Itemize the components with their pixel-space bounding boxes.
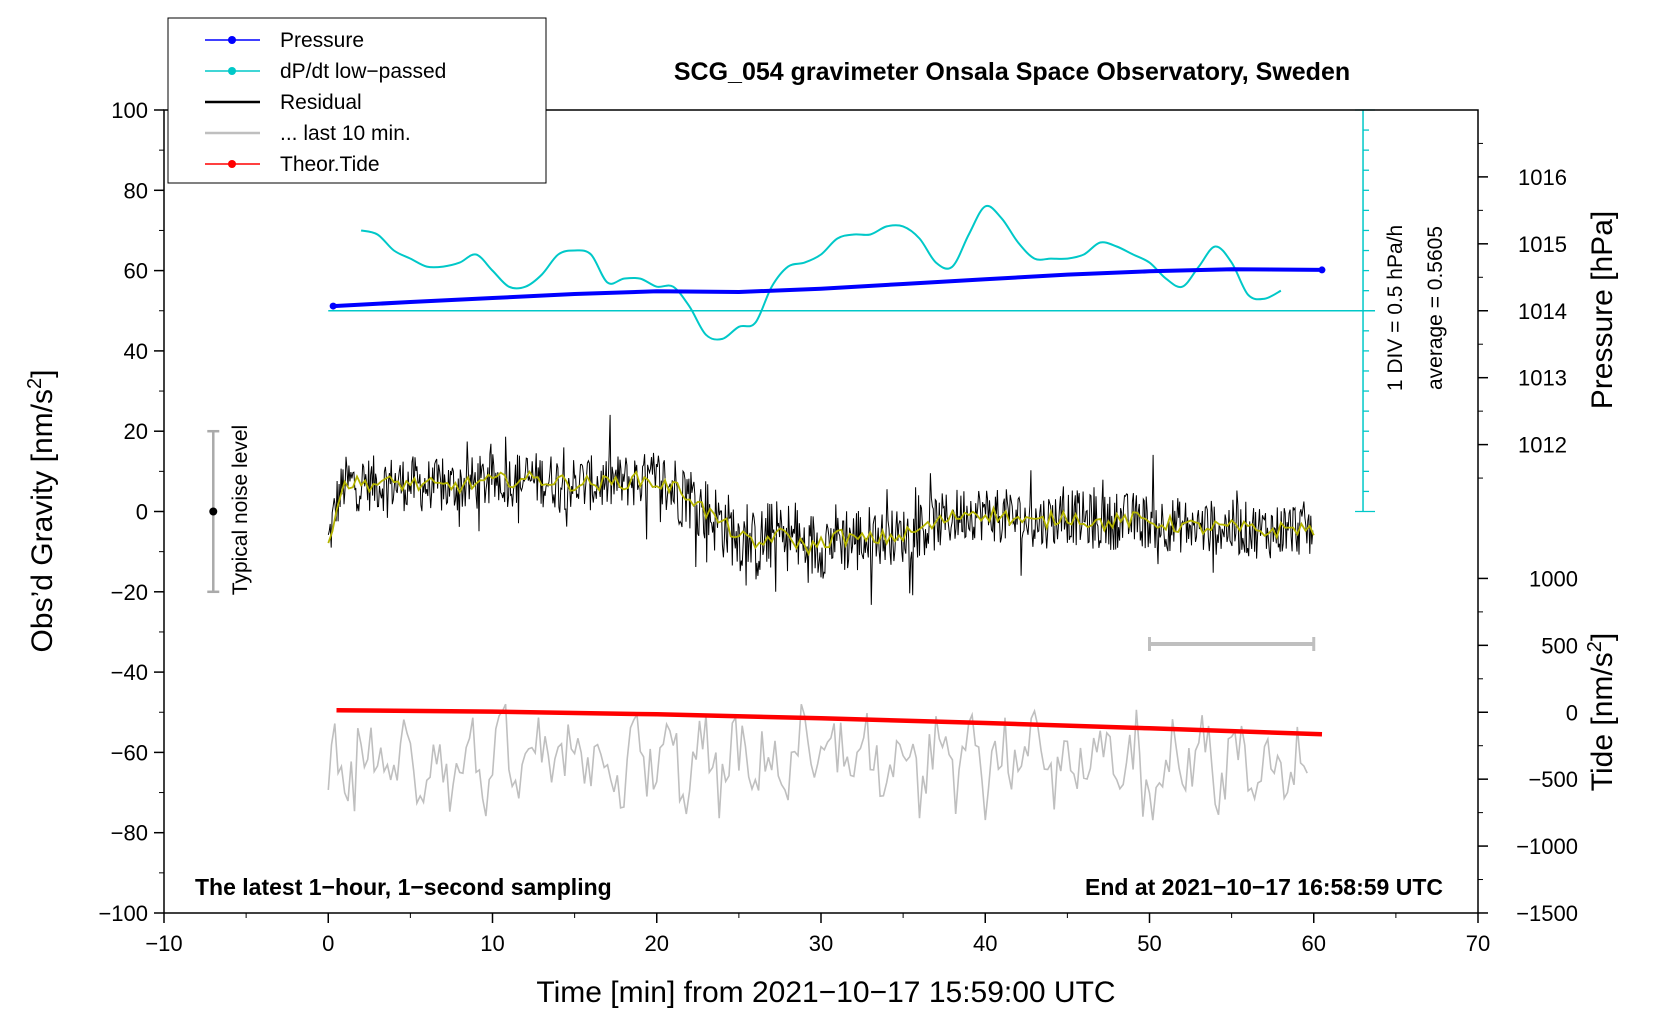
legend-marker bbox=[228, 160, 236, 168]
legend-box bbox=[167, 17, 547, 184]
pressure-tick-label: 1014 bbox=[1518, 299, 1567, 324]
y-tick-label: 100 bbox=[111, 98, 148, 123]
series-pressure bbox=[333, 267, 1323, 309]
y-tick-label: −80 bbox=[111, 821, 148, 846]
x-axis-title: Time [min] from 2021−10−17 15:59:00 UTC bbox=[536, 976, 1115, 1009]
series-residual bbox=[327, 414, 1314, 605]
y-axis-title-tide: Tide [nm/s2] bbox=[1584, 633, 1619, 791]
y-tick-label: 40 bbox=[124, 339, 148, 364]
noise-level-label: Typical noise level bbox=[229, 425, 252, 595]
series-last-10min bbox=[327, 703, 1308, 821]
series-residual-smoothed bbox=[327, 469, 1315, 557]
noise-bar-center bbox=[209, 507, 218, 516]
tide-tick-label: −1500 bbox=[1516, 901, 1578, 926]
x-tick-label: 20 bbox=[645, 931, 669, 956]
legend-label: dP/dt low−passed bbox=[280, 60, 446, 83]
y-tick-label: 0 bbox=[136, 500, 148, 525]
y-tick-label: −20 bbox=[111, 580, 148, 605]
y-tick-label: 20 bbox=[124, 419, 148, 444]
y-tick-label: 80 bbox=[124, 178, 148, 203]
tide-tick-label: 500 bbox=[1541, 633, 1578, 658]
pressure-tick-label: 1012 bbox=[1518, 433, 1567, 458]
x-tick-label: 60 bbox=[1302, 931, 1326, 956]
pressure-tick-label: 1015 bbox=[1518, 232, 1567, 257]
legend: Pressure dP/dt low−passed Residual ... last… bbox=[167, 17, 547, 184]
tide-axis-ticks: −1500 −1000 −500 0 500 1000 bbox=[1478, 566, 1578, 926]
y-axis-ticks: −100 −80 −60 −40 −20 0 20 40 60 80 100 bbox=[98, 98, 164, 926]
series-theor-tide bbox=[336, 707, 1323, 737]
x-tick-label: 10 bbox=[480, 931, 504, 956]
bottom-left-note: The latest 1−hour, 1−second sampling bbox=[195, 874, 612, 900]
x-tick-label: 30 bbox=[809, 931, 833, 956]
legend-marker bbox=[228, 36, 236, 44]
y-tick-label: −60 bbox=[111, 740, 148, 765]
tide-tick-label: −1000 bbox=[1516, 834, 1578, 859]
x-tick-label: 0 bbox=[322, 931, 334, 956]
y-tick-label: −100 bbox=[98, 901, 148, 926]
chart-extras bbox=[207, 109, 1376, 651]
y-axis-title-pressure: Pressure [hPa] bbox=[1586, 211, 1619, 409]
plot-frame bbox=[163, 109, 1479, 914]
x-tick-label: −10 bbox=[145, 931, 182, 956]
pressure-end-point bbox=[1318, 266, 1326, 274]
average-label: average = 0.5605 bbox=[1424, 226, 1447, 390]
x-tick-label: 70 bbox=[1466, 931, 1490, 956]
tide-tick-label: 1000 bbox=[1529, 566, 1578, 591]
pressure-tick-label: 1013 bbox=[1518, 366, 1567, 391]
legend-label: Pressure bbox=[280, 29, 364, 52]
pressure-axis-ticks: 1012 1013 1014 1015 1016 bbox=[1478, 142, 1567, 479]
x-axis-ticks: −10 0 10 20 30 40 50 60 70 bbox=[145, 913, 1490, 956]
legend-marker bbox=[228, 67, 236, 75]
pressure-start-point bbox=[329, 302, 337, 310]
x-tick-label: 50 bbox=[1137, 931, 1161, 956]
legend-label: Theor.Tide bbox=[280, 153, 380, 176]
legend-label: Residual bbox=[280, 91, 362, 114]
bottom-right-note: End at 2021−10−17 16:58:59 UTC bbox=[1085, 874, 1443, 900]
chart-title: SCG_054 gravimeter Onsala Space Observat… bbox=[674, 58, 1350, 86]
tide-tick-label: −500 bbox=[1528, 767, 1578, 792]
y-tick-label: −40 bbox=[111, 660, 148, 685]
div-scale-label: 1 DIV = 0.5 hPa/h bbox=[1384, 225, 1407, 391]
series-dpdt bbox=[360, 204, 1282, 341]
pressure-tick-label: 1016 bbox=[1518, 165, 1567, 190]
y-tick-label: 60 bbox=[124, 259, 148, 284]
x-tick-label: 40 bbox=[973, 931, 997, 956]
tide-tick-label: 0 bbox=[1566, 700, 1578, 725]
series-layer bbox=[327, 204, 1376, 821]
y-axis-title-left: Obs’d Gravity [nm/s2] bbox=[24, 370, 59, 653]
legend-label: ... last 10 min. bbox=[280, 122, 411, 145]
